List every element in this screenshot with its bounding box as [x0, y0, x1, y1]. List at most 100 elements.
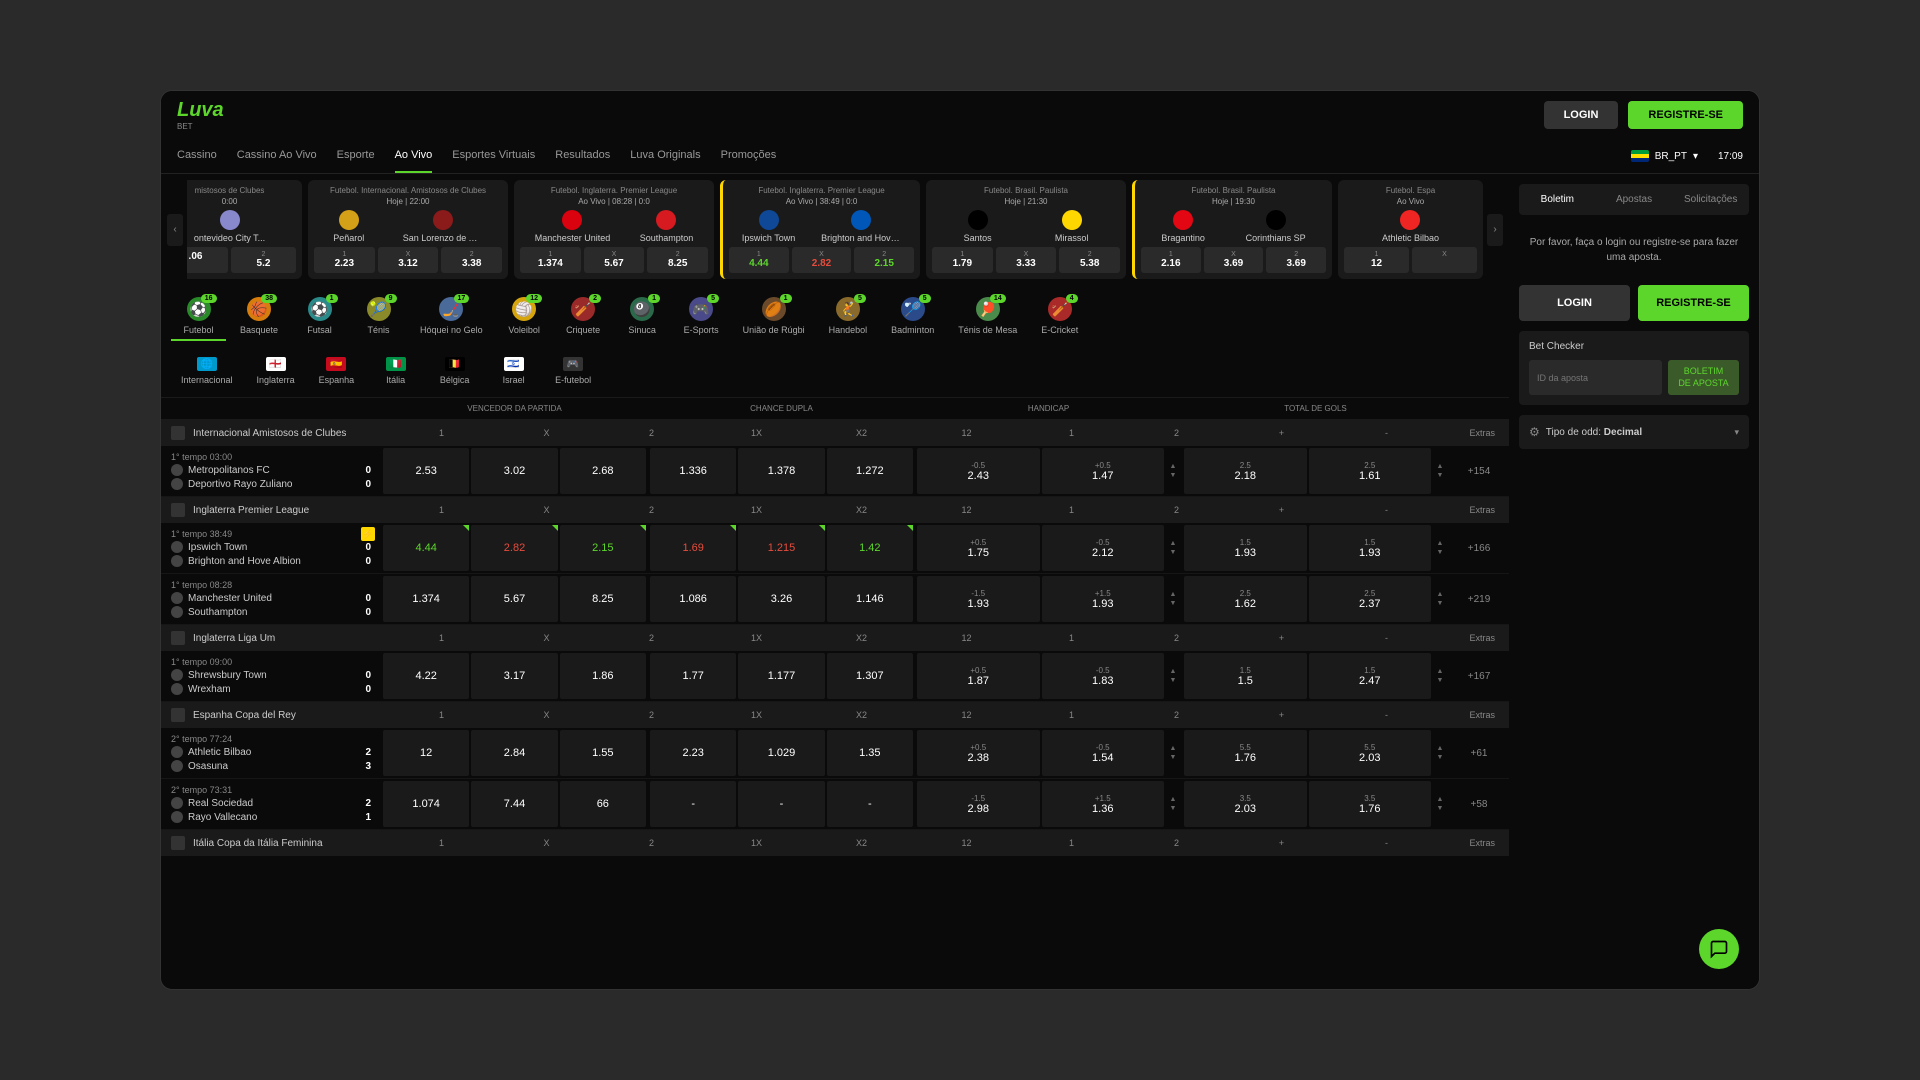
odd-button[interactable]: 25.2 — [231, 247, 296, 273]
register-button[interactable]: REGISTRE-SE — [1628, 101, 1743, 129]
odd-button[interactable]: 11.374 — [520, 247, 581, 273]
sport-tab[interactable]: 🏉1União de Rúgbi — [733, 293, 815, 341]
odds-cell[interactable]: 5.67 — [471, 576, 557, 622]
odds-cell[interactable]: 1.336 — [650, 448, 736, 494]
match-info[interactable]: 1° tempo 08:28 Manchester United0 Southa… — [161, 574, 381, 624]
odds-cell[interactable]: 1.52.47 — [1309, 653, 1432, 699]
odds-stepper[interactable]: ▲▼ — [1433, 525, 1447, 571]
nav-item[interactable]: Luva Originals — [630, 139, 700, 173]
odds-cell[interactable]: 3.51.76 — [1309, 781, 1432, 827]
match-info[interactable]: 2° tempo 77:24 Athletic Bilbao2 Osasuna3 — [161, 728, 381, 778]
betslip-tab[interactable]: Solicitações — [1672, 184, 1749, 215]
odd-button[interactable]: X5.67 — [584, 247, 645, 273]
odds-cell[interactable]: 1.146 — [827, 576, 913, 622]
nav-item[interactable]: Ao Vivo — [395, 139, 433, 173]
league-header[interactable]: Espanha Copa del Rey1X21XX21212+-Extras — [161, 702, 1509, 728]
sport-tab[interactable]: 🎮5E-Sports — [674, 293, 729, 341]
nav-item[interactable]: Cassino — [177, 139, 217, 173]
odd-button[interactable]: 28.25 — [647, 247, 708, 273]
odds-cell[interactable]: - — [738, 781, 824, 827]
more-markets[interactable]: +61 — [1449, 728, 1509, 778]
odds-cell[interactable]: 1.42 — [827, 525, 913, 571]
odds-cell[interactable]: +0.51.47 — [1042, 448, 1165, 494]
odds-cell[interactable]: 2.23 — [650, 730, 736, 776]
odds-cell[interactable]: 4.22 — [383, 653, 469, 699]
odds-cell[interactable]: +1.51.93 — [1042, 576, 1165, 622]
odd-button[interactable]: 12.16 — [1141, 247, 1201, 273]
sport-tab[interactable]: 🎱1Sinuca — [615, 293, 670, 341]
bet-checker-submit[interactable]: BOLETIM DE APOSTA — [1668, 360, 1739, 395]
match-info[interactable]: 2° tempo 73:31 Real Sociedad2 Rayo Valle… — [161, 779, 381, 829]
sport-tab[interactable]: ⚽1Futsal — [292, 293, 347, 341]
odds-cell[interactable]: - — [827, 781, 913, 827]
odds-stepper[interactable]: ▲▼ — [1166, 653, 1180, 699]
odds-cell[interactable]: 1.374 — [383, 576, 469, 622]
odds-cell[interactable]: 2.52.18 — [1184, 448, 1307, 494]
more-markets[interactable]: +58 — [1449, 779, 1509, 829]
odds-type-selector[interactable]: ⚙ Tipo de odd: Decimal ▾ — [1519, 415, 1749, 449]
odd-button[interactable]: 23.69 — [1266, 247, 1326, 273]
featured-match-card[interactable]: Futebol. Inglaterra. Premier LeagueAo Vi… — [514, 180, 714, 279]
language-selector[interactable]: BR_PT ▾ — [1631, 150, 1698, 162]
odds-stepper[interactable]: ▲▼ — [1166, 448, 1180, 494]
country-tab[interactable]: 🇮🇱Israel — [486, 353, 541, 389]
odds-stepper[interactable]: ▲▼ — [1166, 576, 1180, 622]
sport-tab[interactable]: 🏏2Criquete — [556, 293, 611, 341]
login-button[interactable]: LOGIN — [1544, 101, 1619, 129]
odds-cell[interactable]: 2.82 — [471, 525, 557, 571]
sport-tab[interactable]: 🏀38Basquete — [230, 293, 288, 341]
bet-id-input[interactable] — [1529, 360, 1662, 395]
carousel-prev[interactable]: ‹ — [167, 214, 183, 246]
sport-tab[interactable]: ⚽16Futebol — [171, 293, 226, 341]
odds-cell[interactable]: 1.086 — [650, 576, 736, 622]
odds-cell[interactable]: 1.029 — [738, 730, 824, 776]
odds-cell[interactable]: +0.51.87 — [917, 653, 1040, 699]
odds-cell[interactable]: 1.378 — [738, 448, 824, 494]
odds-cell[interactable]: 2.15 — [560, 525, 646, 571]
odd-button[interactable]: X3.33 — [996, 247, 1057, 273]
odds-cell[interactable]: 1.51.93 — [1309, 525, 1432, 571]
odds-cell[interactable]: 5.52.03 — [1309, 730, 1432, 776]
odd-button[interactable]: X2.82 — [792, 247, 852, 273]
odds-stepper[interactable]: ▲▼ — [1166, 730, 1180, 776]
odds-cell[interactable]: 1.177 — [738, 653, 824, 699]
odds-cell[interactable]: 2.84 — [471, 730, 557, 776]
odds-cell[interactable]: 1.69 — [650, 525, 736, 571]
odds-cell[interactable]: 1.35 — [827, 730, 913, 776]
odds-stepper[interactable]: ▲▼ — [1433, 448, 1447, 494]
odds-cell[interactable]: 1.215 — [738, 525, 824, 571]
odds-cell[interactable]: -0.51.54 — [1042, 730, 1165, 776]
odds-cell[interactable]: 66 — [560, 781, 646, 827]
odds-cell[interactable]: 1.86 — [560, 653, 646, 699]
country-tab[interactable]: 🏴󠁧󠁢󠁥󠁮󠁧󠁿Inglaterra — [247, 353, 305, 389]
odd-button[interactable]: X — [1412, 247, 1477, 273]
odds-cell[interactable]: 1.51.5 — [1184, 653, 1307, 699]
featured-match-card[interactable]: mistosos de Clubes0:00ontevideo City T..… — [187, 180, 302, 279]
odds-cell[interactable]: 8.25 — [560, 576, 646, 622]
odds-cell[interactable]: 2.51.61 — [1309, 448, 1432, 494]
odd-button[interactable]: 11.79 — [932, 247, 993, 273]
odds-cell[interactable]: 1.074 — [383, 781, 469, 827]
featured-match-card[interactable]: Futebol. Brasil. PaulistaHoje | 21:30San… — [926, 180, 1126, 279]
odds-cell[interactable]: +1.51.36 — [1042, 781, 1165, 827]
match-info[interactable]: 1° tempo 38:49⚡ Ipswich Town0 Brighton a… — [161, 523, 381, 573]
odds-stepper[interactable]: ▲▼ — [1166, 781, 1180, 827]
sport-tab[interactable]: 🏸5Badminton — [881, 293, 944, 341]
odds-stepper[interactable]: ▲▼ — [1433, 653, 1447, 699]
sport-tab[interactable]: 🏐12Voleibol — [497, 293, 552, 341]
odds-cell[interactable]: 1.307 — [827, 653, 913, 699]
odds-cell[interactable]: 3.26 — [738, 576, 824, 622]
odds-cell[interactable]: 12 — [383, 730, 469, 776]
odd-button[interactable]: 23.38 — [441, 247, 502, 273]
odds-cell[interactable]: 5.51.76 — [1184, 730, 1307, 776]
odds-cell[interactable]: -1.51.93 — [917, 576, 1040, 622]
odds-cell[interactable]: 1.272 — [827, 448, 913, 494]
odds-cell[interactable]: +0.51.75 — [917, 525, 1040, 571]
nav-item[interactable]: Esporte — [337, 139, 375, 173]
odds-cell[interactable]: 3.52.03 — [1184, 781, 1307, 827]
odds-cell[interactable]: 2.68 — [560, 448, 646, 494]
sport-tab[interactable]: 🎾9Ténis — [351, 293, 406, 341]
odds-cell[interactable]: - — [650, 781, 736, 827]
matches-list[interactable]: Internacional Amistosos de Clubes1X21XX2… — [161, 420, 1509, 989]
more-markets[interactable]: +154 — [1449, 446, 1509, 496]
